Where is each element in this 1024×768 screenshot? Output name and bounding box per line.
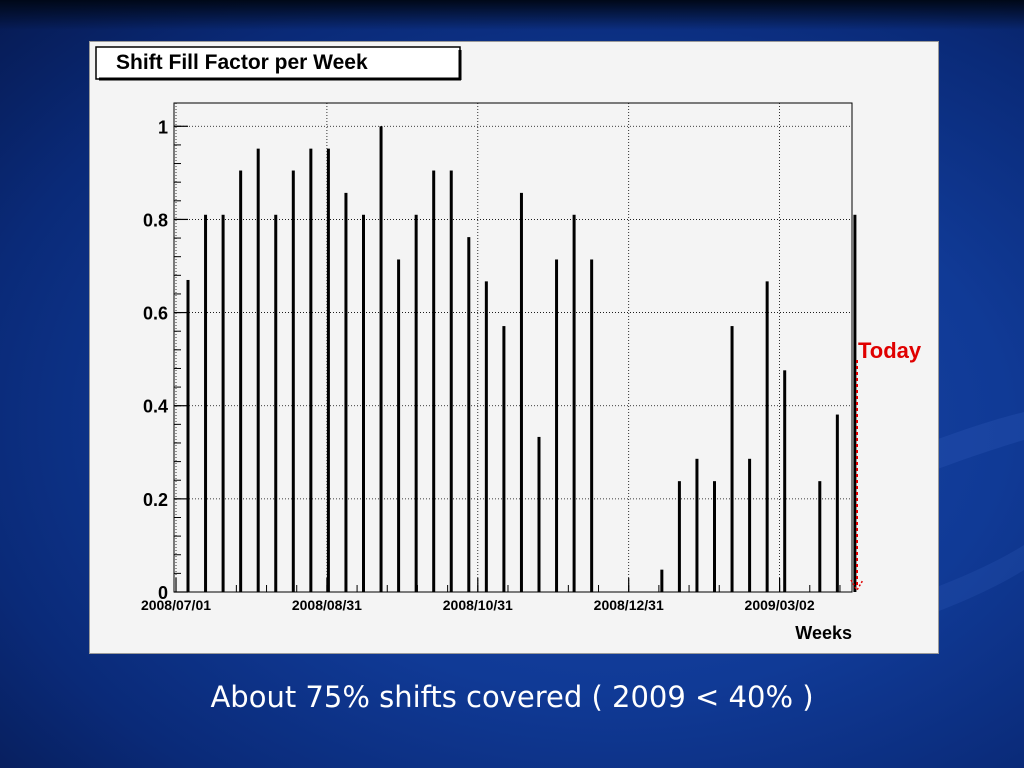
y-tick-label: 0.6: [143, 304, 168, 324]
bar: [362, 214, 365, 592]
x-tick-label: 2008/10/31: [443, 597, 513, 613]
bar: [695, 458, 699, 592]
bar: [818, 481, 822, 592]
bar: [748, 458, 752, 592]
bar: [677, 481, 681, 592]
bar: [660, 569, 664, 592]
x-tick-label: 2008/07/01: [141, 597, 211, 613]
y-tick-label: 1: [158, 117, 168, 137]
chart-panel: Shift Fill Factor per Week 0 0.2 0.4 0.6 0.8…: [89, 41, 939, 654]
bar-series: [186, 126, 857, 593]
bar: [765, 281, 769, 592]
x-axis-ticks: 2008/07/01 2008/08/31 2008/10/31 2008/12/31…: [141, 578, 841, 613]
slide-caption: About 75% shifts covered ( 2009 < 40% ): [210, 680, 814, 714]
bar: [783, 370, 787, 592]
today-marker: [850, 360, 864, 592]
y-tick-label: 0: [158, 583, 168, 603]
y-axis-ticks: 0 0.2 0.4 0.6 0.8 1: [143, 117, 188, 603]
bar: [449, 170, 453, 592]
bar: [502, 326, 506, 592]
bar: [590, 259, 594, 592]
x-tick-label: 2008/08/31: [292, 597, 362, 613]
bar: [484, 281, 488, 592]
chart-title: Shift Fill Factor per Week: [116, 51, 368, 74]
bar: [221, 214, 225, 592]
bar: [537, 436, 541, 592]
grid-lines: [174, 103, 852, 593]
bar: [274, 214, 278, 592]
bar: [344, 192, 348, 592]
y-tick-label: 0.8: [143, 210, 168, 230]
bar: [291, 170, 295, 592]
bar: [432, 170, 436, 592]
x-axis-label: Weeks: [795, 623, 852, 643]
bar: [326, 148, 330, 592]
bar: [256, 148, 260, 592]
x-tick-label: 2008/12/31: [594, 597, 664, 613]
today-label: Today: [858, 338, 922, 363]
bar: [309, 148, 313, 592]
chart-title-box: [95, 46, 461, 80]
bar: [853, 214, 857, 592]
bar: [414, 214, 418, 592]
bar: [379, 126, 383, 593]
bar: [397, 259, 401, 592]
y-tick-label: 0.2: [143, 490, 168, 510]
x-tick-label: 2009/03/02: [745, 597, 815, 613]
bar: [835, 414, 839, 592]
bar: [239, 170, 243, 592]
bar: [519, 192, 523, 592]
bar: [467, 237, 471, 592]
bar: [555, 259, 559, 592]
bar: [186, 279, 190, 592]
bar: [204, 214, 208, 592]
bar: [730, 326, 734, 592]
top-gradient-band: [0, 0, 1024, 30]
bar: [572, 214, 576, 592]
bar: [713, 481, 716, 592]
bar-chart: Shift Fill Factor per Week 0 0.2 0.4 0.6 0.8…: [95, 46, 922, 643]
y-tick-label: 0.4: [143, 397, 168, 417]
